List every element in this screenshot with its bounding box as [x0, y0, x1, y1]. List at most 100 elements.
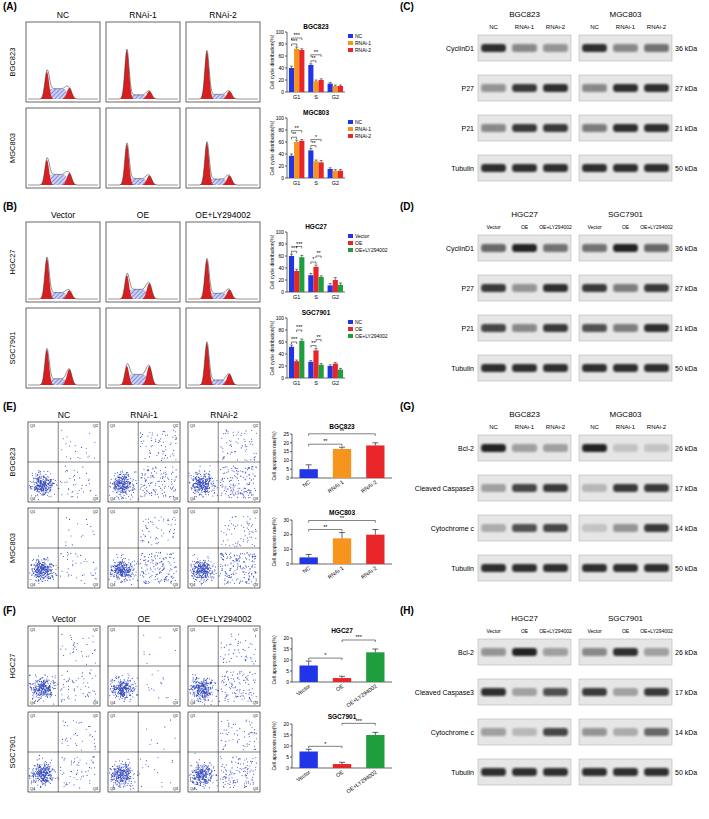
band — [481, 768, 506, 776]
quadrant-label: Q2 — [173, 627, 179, 632]
error-bar — [290, 345, 293, 347]
protein-label: Tubulin — [451, 769, 474, 776]
band — [512, 444, 537, 452]
band — [644, 44, 669, 52]
blot-strip — [579, 719, 672, 745]
blot-strip — [579, 639, 672, 665]
legend-swatch — [348, 248, 353, 252]
plot-area — [289, 47, 343, 92]
y-axis — [287, 318, 288, 378]
band — [481, 164, 506, 172]
band — [613, 244, 638, 252]
x-tick-label: G2 — [332, 380, 339, 386]
protein-label: Tubulin — [451, 165, 474, 172]
y-tick — [285, 68, 287, 69]
y-tick — [285, 268, 287, 269]
y-axis — [287, 118, 288, 178]
band — [481, 648, 506, 656]
y-tick — [285, 80, 287, 81]
y-tick-label: 15 — [283, 732, 289, 738]
lane-label: NC — [590, 24, 599, 30]
panel-label: (D) — [400, 201, 414, 212]
lane-label: RNAi-1 — [515, 24, 535, 30]
column-header: RNAi-2 — [209, 10, 237, 20]
bar — [300, 666, 318, 683]
apoptotic-cells — [61, 518, 96, 584]
bar — [299, 50, 304, 92]
bar — [333, 86, 338, 92]
blot-strip — [579, 435, 672, 461]
y-tick-label: 20 — [278, 363, 284, 369]
band — [481, 284, 506, 292]
g2-peak — [188, 290, 258, 300]
bar — [333, 449, 351, 478]
y-tick — [290, 564, 292, 565]
significance-label: *** — [296, 241, 303, 247]
x-tick-label: RNAi-2 — [360, 565, 378, 580]
bar — [333, 171, 338, 178]
bar — [366, 652, 384, 682]
blot-strip — [579, 515, 672, 541]
band — [644, 688, 669, 696]
band — [543, 284, 568, 292]
quadrant-label: Q3 — [173, 582, 179, 587]
band — [582, 484, 607, 492]
bar — [319, 277, 324, 292]
size-label: 50 kDa — [675, 365, 697, 372]
band — [512, 768, 537, 776]
band — [512, 484, 537, 492]
error-bar — [295, 269, 298, 271]
histogram-frame — [186, 22, 260, 102]
error-bar — [315, 265, 318, 267]
x-tick-label: OE — [335, 683, 345, 693]
scatter-frame — [188, 626, 260, 706]
error-bar — [320, 79, 323, 80]
error-bar — [320, 161, 323, 163]
histogram-outline — [188, 50, 258, 99]
protein-label: Cleaved Caspase3 — [415, 689, 474, 697]
band — [582, 364, 607, 372]
g2-peak — [108, 176, 178, 186]
flow-histogram — [28, 348, 98, 385]
quadrant-label: Q2 — [173, 423, 179, 428]
significance-label: ** — [295, 125, 300, 131]
significance-label: ** — [323, 524, 328, 530]
lane-label: OE+LY294002 — [640, 628, 673, 634]
panel-label: (G) — [400, 401, 414, 412]
significance-label: * — [324, 652, 327, 658]
error-bar — [306, 465, 312, 469]
apoptotic-cells — [144, 635, 176, 699]
bar — [299, 341, 304, 378]
band — [613, 648, 638, 656]
error-bar — [372, 443, 378, 446]
band — [543, 164, 568, 172]
quadrant-label: Q3 — [93, 582, 99, 587]
size-label: 26 kDa — [675, 649, 697, 656]
flow-histogram — [108, 364, 178, 385]
flow-histogram — [108, 273, 178, 299]
plot-area — [300, 530, 385, 564]
figure: (A)NCRNAi-1RNAi-2BGC823BGC823Cell cycle … — [0, 0, 709, 819]
scatter-frame — [188, 508, 260, 588]
apoptotic-cells — [221, 430, 257, 498]
blot-strip — [478, 515, 571, 541]
legend-label: RNAi-1 — [355, 126, 371, 132]
column-header: OE — [138, 614, 151, 624]
legend-swatch — [348, 134, 353, 138]
bar — [308, 65, 313, 92]
chart-title: SGC7901 — [328, 713, 357, 720]
band — [481, 364, 506, 372]
histogram-frame — [186, 222, 260, 302]
error-bar — [306, 661, 312, 665]
protein-label: CyclinD1 — [446, 245, 474, 253]
error-bar — [306, 554, 312, 557]
size-label: 36 kDa — [675, 245, 697, 252]
quadrant-label: Q1 — [30, 509, 36, 514]
y-tick — [290, 682, 292, 683]
g1-peak — [108, 50, 178, 99]
y-tick-label: 25 — [283, 431, 289, 437]
protein-label: Cytochrome c — [431, 729, 475, 737]
bar — [299, 257, 304, 292]
bar — [366, 535, 384, 564]
blot-strip — [579, 555, 672, 581]
